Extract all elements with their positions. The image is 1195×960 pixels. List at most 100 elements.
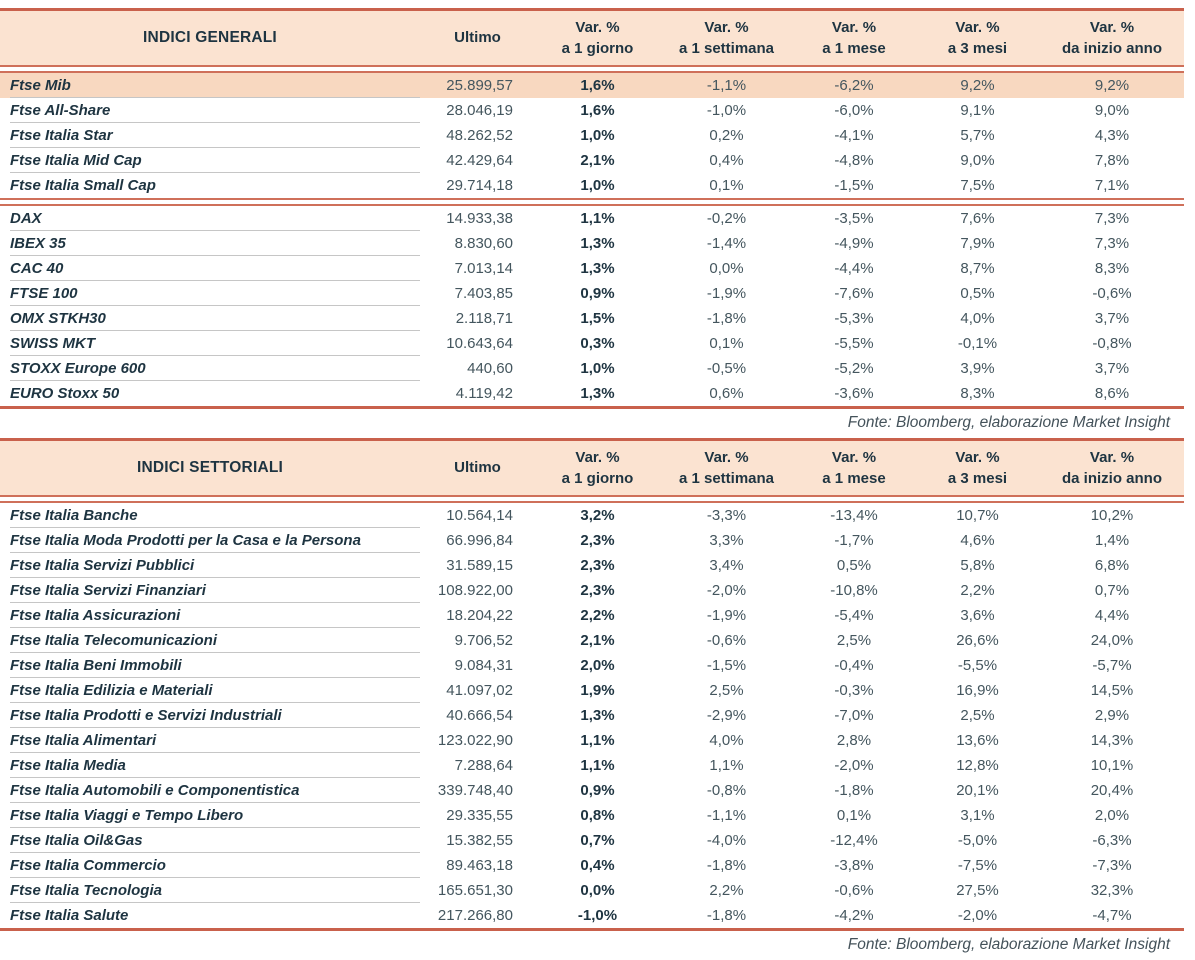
table-title: INDICI SETTORIALI [136, 459, 284, 476]
pct-1-mese: -4,4% [834, 260, 874, 277]
pct-1-giorno: 0,7% [580, 832, 615, 849]
pct-1-giorno: 1,0% [580, 127, 615, 144]
pct-da-inizio-anno: 7,3% [1094, 210, 1130, 227]
pct-3-mesi: 9,0% [960, 152, 995, 169]
table-row: OMX STKH30 2.118,71 1,5% -1,8% -5,3% 4,0% 3,7% [0, 306, 1184, 331]
index-name: Ftse Italia Banche [10, 503, 420, 528]
pct-da-inizio-anno: 9,0% [1094, 102, 1130, 119]
pct-1-giorno: 1,3% [580, 707, 615, 724]
pct-1-giorno: 2,3% [580, 557, 615, 574]
pct-1-giorno: 1,6% [580, 77, 615, 94]
last-value: 15.382,55 [446, 832, 513, 849]
header-separator-rule [0, 495, 1184, 503]
pct-1-mese: -6,2% [834, 77, 874, 94]
pct-da-inizio-anno: 7,1% [1094, 177, 1130, 194]
col-header-line2: a 1 giorno [561, 39, 634, 57]
pct-1-mese: -12,4% [830, 832, 878, 849]
col-header-var-1-settimana: Var. % a 1 settimana [660, 17, 793, 59]
pct-3-mesi: -5,5% [957, 657, 998, 674]
index-name: Ftse Italia Star [10, 123, 420, 148]
index-name: Ftse Italia Prodotti e Servizi Industria… [10, 703, 420, 728]
pct-3-mesi: 5,8% [960, 557, 995, 574]
index-name: OMX STKH30 [10, 306, 420, 331]
index-name: Ftse Italia Oil&Gas [10, 828, 420, 853]
last-value: 66.996,84 [446, 532, 513, 549]
pct-1-settimana: -4,0% [706, 832, 747, 849]
pct-da-inizio-anno: 24,0% [1090, 632, 1134, 649]
index-name: Ftse Italia Commercio [10, 853, 420, 878]
pct-3-mesi: 4,6% [960, 532, 995, 549]
index-name: Ftse Italia Alimentari [10, 728, 420, 753]
pct-da-inizio-anno: -7,3% [1092, 857, 1132, 874]
col-header-line1: Var. % [1089, 448, 1135, 466]
pct-da-inizio-anno: 14,5% [1090, 682, 1134, 699]
pct-da-inizio-anno: 7,8% [1094, 152, 1130, 169]
pct-1-mese: -1,5% [834, 177, 874, 194]
last-value: 31.589,15 [446, 557, 513, 574]
table-row: CAC 40 7.013,14 1,3% 0,0% -4,4% 8,7% 8,3% [0, 256, 1184, 281]
pct-1-giorno: -1,0% [577, 907, 618, 924]
pct-3-mesi: 5,7% [960, 127, 995, 144]
table-row: Ftse Mib 25.899,57 1,6% -1,1% -6,2% 9,2% 9,2% [0, 73, 1184, 98]
pct-1-mese: 2,5% [836, 632, 872, 649]
pct-1-settimana: -1,1% [706, 807, 747, 824]
pct-3-mesi: 3,9% [960, 360, 995, 377]
pct-3-mesi: 16,9% [956, 682, 999, 699]
col-header-line1: Var. % [831, 18, 877, 36]
pct-1-settimana: -1,5% [706, 657, 747, 674]
pct-da-inizio-anno: 1,4% [1094, 532, 1130, 549]
pct-1-giorno: 1,0% [580, 360, 615, 377]
table-body-italian-indices: Ftse Mib 25.899,57 1,6% -1,1% -6,2% 9,2% 9,2% F… [0, 73, 1184, 198]
col-header-var-3-mesi: Var. % a 3 mesi [915, 447, 1040, 489]
pct-1-settimana: 2,5% [709, 682, 744, 699]
header-separator-rule [0, 65, 1184, 73]
pct-1-mese: -7,6% [834, 285, 874, 302]
pct-da-inizio-anno: 8,3% [1094, 260, 1130, 277]
pct-3-mesi: 4,0% [960, 310, 995, 327]
index-name: EURO Stoxx 50 [10, 385, 120, 402]
table-row: EURO Stoxx 50 4.119,42 1,3% 0,6% -3,6% 8,3% 8,… [0, 381, 1184, 406]
index-name: CAC 40 [10, 256, 420, 281]
pct-3-mesi: 2,5% [960, 707, 995, 724]
pct-3-mesi: 9,1% [960, 102, 995, 119]
pct-1-giorno: 1,3% [580, 385, 615, 402]
pct-da-inizio-anno: 10,1% [1090, 757, 1134, 774]
pct-1-mese: -1,7% [834, 532, 874, 549]
col-header-var-1-giorno: Var. % a 1 giorno [535, 17, 660, 59]
last-value: 4.119,42 [455, 385, 513, 402]
pct-1-mese: -5,5% [834, 335, 874, 352]
pct-1-giorno: 2,1% [580, 632, 615, 649]
col-header-var-1-mese: Var. % a 1 mese [793, 447, 915, 489]
pct-1-giorno: 1,9% [580, 682, 615, 699]
col-header-ultimo: Ultimo [454, 459, 501, 476]
last-value: 108.922,00 [437, 582, 513, 599]
pct-1-mese: -3,6% [834, 385, 874, 402]
pct-1-mese: -0,3% [834, 682, 874, 699]
index-name: STOXX Europe 600 [10, 356, 420, 381]
table-row: Ftse Italia Commercio 89.463,18 0,4% -1,8% -… [0, 853, 1184, 878]
pct-3-mesi: -5,0% [957, 832, 998, 849]
table-row: Ftse Italia Small Cap 29.714,18 1,0% 0,1% -1… [0, 173, 1184, 198]
pct-da-inizio-anno: -0,8% [1092, 335, 1132, 352]
pct-3-mesi: 27,5% [956, 882, 999, 899]
table-row: Ftse Italia Telecomunicazioni 9.706,52 2,1… [0, 628, 1184, 653]
pct-1-settimana: -1,8% [706, 907, 747, 924]
pct-da-inizio-anno: 9,2% [1094, 77, 1130, 94]
col-header-line2: a 3 mesi [947, 39, 1008, 57]
pct-1-giorno: 1,1% [580, 732, 615, 749]
pct-1-settimana: -1,9% [706, 607, 747, 624]
pct-1-settimana: -2,0% [706, 582, 747, 599]
pct-1-giorno: 1,5% [580, 310, 615, 327]
pct-3-mesi: -2,0% [957, 907, 998, 924]
col-header-var-1-settimana: Var. % a 1 settimana [660, 447, 793, 489]
pct-3-mesi: 20,1% [956, 782, 999, 799]
pct-1-giorno: 2,3% [580, 532, 615, 549]
col-header-line2: da inizio anno [1062, 39, 1162, 57]
pct-da-inizio-anno: 4,4% [1094, 607, 1130, 624]
pct-1-giorno: 1,0% [580, 177, 615, 194]
pct-1-giorno: 1,3% [580, 260, 615, 277]
pct-1-settimana: -0,8% [706, 782, 747, 799]
pct-1-settimana: -0,5% [706, 360, 747, 377]
pct-3-mesi: -0,1% [957, 335, 998, 352]
